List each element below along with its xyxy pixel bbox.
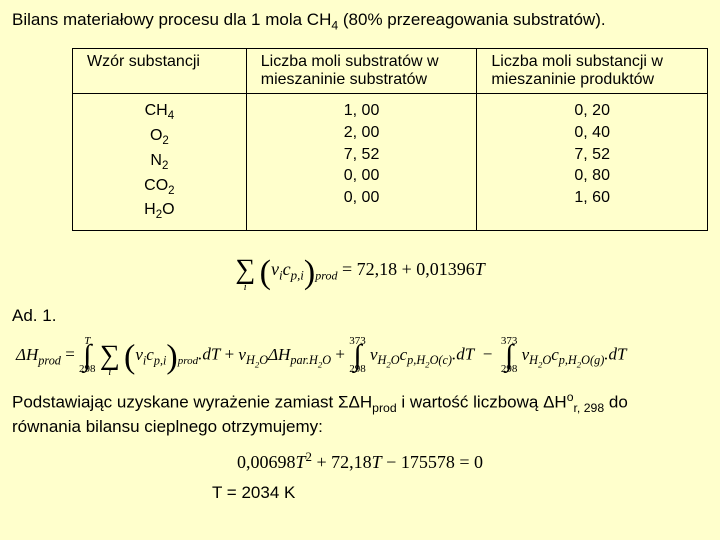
- header-text: mieszaninie substratów: [261, 71, 427, 88]
- col-header-products: Liczba moli substancji w mieszaninie pro…: [477, 49, 708, 94]
- value: 1, 00: [261, 100, 463, 122]
- value: 0, 00: [261, 165, 463, 187]
- text: równania bilansu cieplnego otrzymujemy:: [12, 417, 323, 436]
- title-suffix: (80% przereagowania substratów).: [338, 10, 605, 29]
- sup-o: o: [567, 390, 574, 404]
- sub-r298: r, 298: [574, 401, 605, 415]
- quadratic-equation: 0,00698T2 + 72,18T − 175578 = 0: [12, 449, 708, 473]
- sigma-symbol: ∑i: [100, 334, 120, 377]
- text: i wartość liczbową: [397, 392, 543, 411]
- material-balance-table: Wzór substancji Liczba moli substratów w…: [72, 48, 708, 231]
- table-data-row: CH4 O2 N2 CO2 H2O 1, 00 2, 00 7, 52 0, 0…: [73, 94, 708, 231]
- col-header-substrates: Liczba moli substratów w mieszaninie sub…: [246, 49, 477, 94]
- value: 7, 52: [491, 144, 693, 166]
- header-text: Wzór substancji: [87, 53, 200, 70]
- formula-T: T: [475, 259, 485, 279]
- int-lower: 298: [501, 365, 518, 375]
- sigma-symbol: ∑ i: [235, 249, 255, 292]
- value: 0, 80: [491, 165, 693, 187]
- paren-left: (: [260, 254, 271, 291]
- species: N: [150, 152, 162, 169]
- coef: 0,00698: [237, 452, 296, 472]
- species-sub: 2: [162, 160, 168, 172]
- species-sub: 2: [162, 135, 168, 147]
- integral-2: 373∫298: [349, 337, 366, 375]
- header-text: Liczba moli substratów w: [261, 53, 439, 70]
- species-sub: 4: [168, 111, 174, 123]
- section-ad1: Ad. 1.: [12, 306, 708, 326]
- value: 0, 20: [491, 100, 693, 122]
- T: T: [296, 452, 306, 472]
- title-prefix: Bilans materiałowy procesu dla 1 mola CH: [12, 10, 331, 29]
- value: 0, 40: [491, 122, 693, 144]
- species: CH: [145, 102, 168, 119]
- species-sub: 2: [168, 185, 174, 197]
- species: O: [162, 201, 174, 218]
- T: T: [372, 452, 382, 472]
- integral-3: 373∫298: [501, 337, 518, 375]
- text: do: [604, 392, 628, 411]
- dH: ΔH: [16, 345, 38, 364]
- dT: .dT: [198, 345, 220, 364]
- sub-prod: prod: [372, 401, 397, 415]
- sub-prod: prod: [38, 353, 61, 367]
- result-temperature: T = 2034 K: [212, 483, 708, 503]
- text: Podstawiając uzyskane wyrażenie zamiast: [12, 392, 338, 411]
- species-cell: CH4 O2 N2 CO2 H2O: [73, 94, 247, 231]
- value: 2, 00: [261, 122, 463, 144]
- value: 1, 60: [491, 187, 693, 209]
- header-text: mieszaninie produktów: [491, 71, 654, 88]
- dH: ΔH: [543, 392, 567, 411]
- header-text: Liczba moli substancji w: [491, 53, 663, 70]
- int-lower: 298: [79, 365, 96, 375]
- table-header-row: Wzór substancji Liczba moli substratów w…: [73, 49, 708, 94]
- formula-dH-prod-integral: ΔHprod = T∫298 ∑i (νicp,i)prod.dT + νH2O…: [12, 334, 708, 377]
- equals: =: [65, 345, 79, 364]
- substitution-paragraph: Podstawiając uzyskane wyrażenie zamiast …: [12, 390, 708, 438]
- value: 0, 00: [261, 187, 463, 209]
- species: CO: [144, 177, 168, 194]
- plus: +: [225, 345, 239, 364]
- integral-1: T∫298: [79, 337, 96, 375]
- product-moles-cell: 0, 20 0, 40 7, 52 0, 80 1, 60: [477, 94, 708, 231]
- species: O: [150, 127, 162, 144]
- value: 7, 52: [261, 144, 463, 166]
- species: H: [144, 201, 156, 218]
- coef: + 72,18: [312, 452, 372, 472]
- substrate-moles-cell: 1, 00 2, 00 7, 52 0, 00 0, 00: [246, 94, 477, 231]
- const: − 175578 = 0: [382, 452, 483, 472]
- col-header-formula: Wzór substancji: [73, 49, 247, 94]
- sigma-dH: ΣΔH: [338, 392, 372, 411]
- int-lower: 298: [349, 365, 366, 375]
- page-title: Bilans materiałowy procesu dla 1 mola CH…: [12, 10, 708, 32]
- formula-sum-cp: ∑ i (νicp,i)prod = 72,18 + 0,01396T: [12, 249, 708, 292]
- paren-right: ): [304, 254, 315, 291]
- formula-rhs: = 72,18 + 0,01396: [342, 259, 475, 279]
- plus: +: [335, 345, 349, 364]
